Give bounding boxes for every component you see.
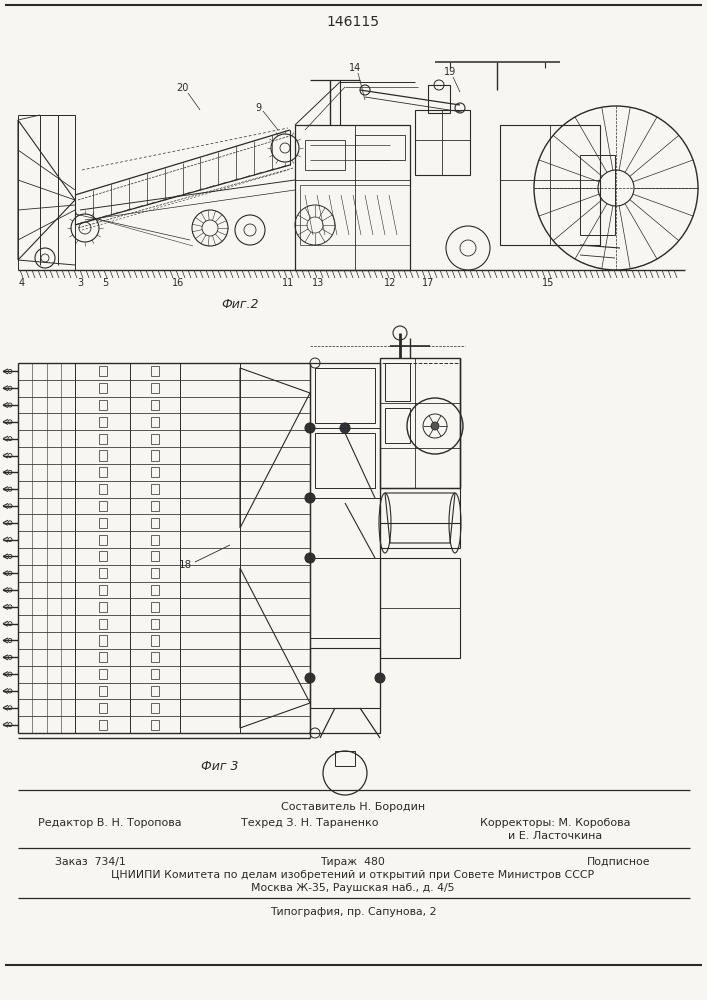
Bar <box>151 585 159 595</box>
Circle shape <box>340 423 350 433</box>
Bar <box>151 535 159 545</box>
Text: 13: 13 <box>312 278 324 288</box>
Bar <box>151 484 159 494</box>
Bar <box>335 751 355 766</box>
Bar <box>98 417 107 427</box>
Text: 19: 19 <box>444 67 456 77</box>
Text: 15: 15 <box>542 278 554 288</box>
Text: Подписное: Подписное <box>587 857 650 867</box>
Bar <box>151 669 159 679</box>
Bar <box>580 155 615 235</box>
Text: Типография, пр. Сапунова, 2: Типография, пр. Сапунова, 2 <box>270 907 436 917</box>
Bar <box>151 720 159 730</box>
Text: 9: 9 <box>255 103 261 113</box>
Bar <box>151 400 159 410</box>
Text: Техред З. Н. Тараненко: Техред З. Н. Тараненко <box>241 818 379 828</box>
Text: Заказ  734/1: Заказ 734/1 <box>55 857 126 867</box>
Bar <box>98 551 107 561</box>
Bar <box>305 140 345 170</box>
Bar <box>151 366 159 376</box>
Circle shape <box>375 673 385 683</box>
Text: 14: 14 <box>349 63 361 73</box>
Bar <box>151 434 159 444</box>
Text: 18: 18 <box>178 560 192 570</box>
Text: Составитель Н. Бородин: Составитель Н. Бородин <box>281 802 425 812</box>
Bar <box>151 619 159 629</box>
Bar <box>98 501 107 511</box>
Bar <box>385 363 410 401</box>
Text: Москва Ж-35, Раушская наб., д. 4/5: Москва Ж-35, Раушская наб., д. 4/5 <box>251 883 455 893</box>
Bar <box>151 417 159 427</box>
Text: 3: 3 <box>77 278 83 288</box>
Text: 17: 17 <box>422 278 434 288</box>
Text: Корректоры: М. Коробова: Корректоры: М. Коробова <box>480 818 630 828</box>
Text: 146115: 146115 <box>327 15 380 29</box>
Bar <box>151 383 159 393</box>
Circle shape <box>305 423 315 433</box>
Bar <box>295 125 410 270</box>
Circle shape <box>431 422 439 430</box>
Bar <box>98 686 107 696</box>
Bar <box>98 652 107 662</box>
Circle shape <box>305 673 315 683</box>
Text: 16: 16 <box>172 278 184 288</box>
Text: 11: 11 <box>282 278 294 288</box>
Bar <box>98 635 107 646</box>
Text: ЦНИИПИ Комитета по делам изобретений и открытий при Совете Министров СССР: ЦНИИПИ Комитета по делам изобретений и о… <box>112 870 595 880</box>
Bar <box>415 110 470 175</box>
Bar <box>315 368 375 423</box>
Bar <box>98 467 107 477</box>
Bar <box>98 720 107 730</box>
Bar <box>98 383 107 393</box>
Bar <box>98 484 107 494</box>
Bar <box>380 488 460 548</box>
Bar <box>310 363 380 733</box>
Circle shape <box>305 553 315 563</box>
Text: 5: 5 <box>102 278 108 288</box>
Bar <box>98 619 107 629</box>
Bar <box>385 408 410 443</box>
Bar <box>380 558 460 658</box>
Bar <box>151 686 159 696</box>
Circle shape <box>305 493 315 503</box>
Bar <box>151 450 159 461</box>
Bar <box>151 518 159 528</box>
Bar <box>98 400 107 410</box>
Text: Редактор В. Н. Торопова: Редактор В. Н. Торопова <box>38 818 182 828</box>
Bar <box>98 669 107 679</box>
Bar <box>310 648 380 708</box>
Bar <box>315 433 375 488</box>
Bar <box>98 568 107 578</box>
Bar <box>98 450 107 461</box>
Bar <box>98 434 107 444</box>
Bar <box>380 358 460 488</box>
Bar <box>98 518 107 528</box>
Bar <box>500 125 600 245</box>
Bar <box>98 585 107 595</box>
Text: и Е. Ласточкина: и Е. Ласточкина <box>508 831 602 841</box>
Bar <box>151 501 159 511</box>
Text: Фиг.2: Фиг.2 <box>221 298 259 312</box>
Text: 4: 4 <box>19 278 25 288</box>
Bar <box>151 568 159 578</box>
Bar <box>98 703 107 713</box>
Bar <box>151 703 159 713</box>
Bar <box>151 467 159 477</box>
Text: Фиг 3: Фиг 3 <box>201 760 239 772</box>
Text: Тираж  480: Тираж 480 <box>320 857 385 867</box>
Text: 20: 20 <box>176 83 188 93</box>
Bar <box>300 185 410 245</box>
Bar <box>98 602 107 612</box>
Bar <box>428 85 450 113</box>
Bar <box>151 602 159 612</box>
Bar <box>98 366 107 376</box>
Bar <box>151 551 159 561</box>
Text: 12: 12 <box>384 278 396 288</box>
Bar <box>151 652 159 662</box>
Bar <box>98 535 107 545</box>
Bar <box>151 635 159 646</box>
Bar <box>355 135 405 160</box>
